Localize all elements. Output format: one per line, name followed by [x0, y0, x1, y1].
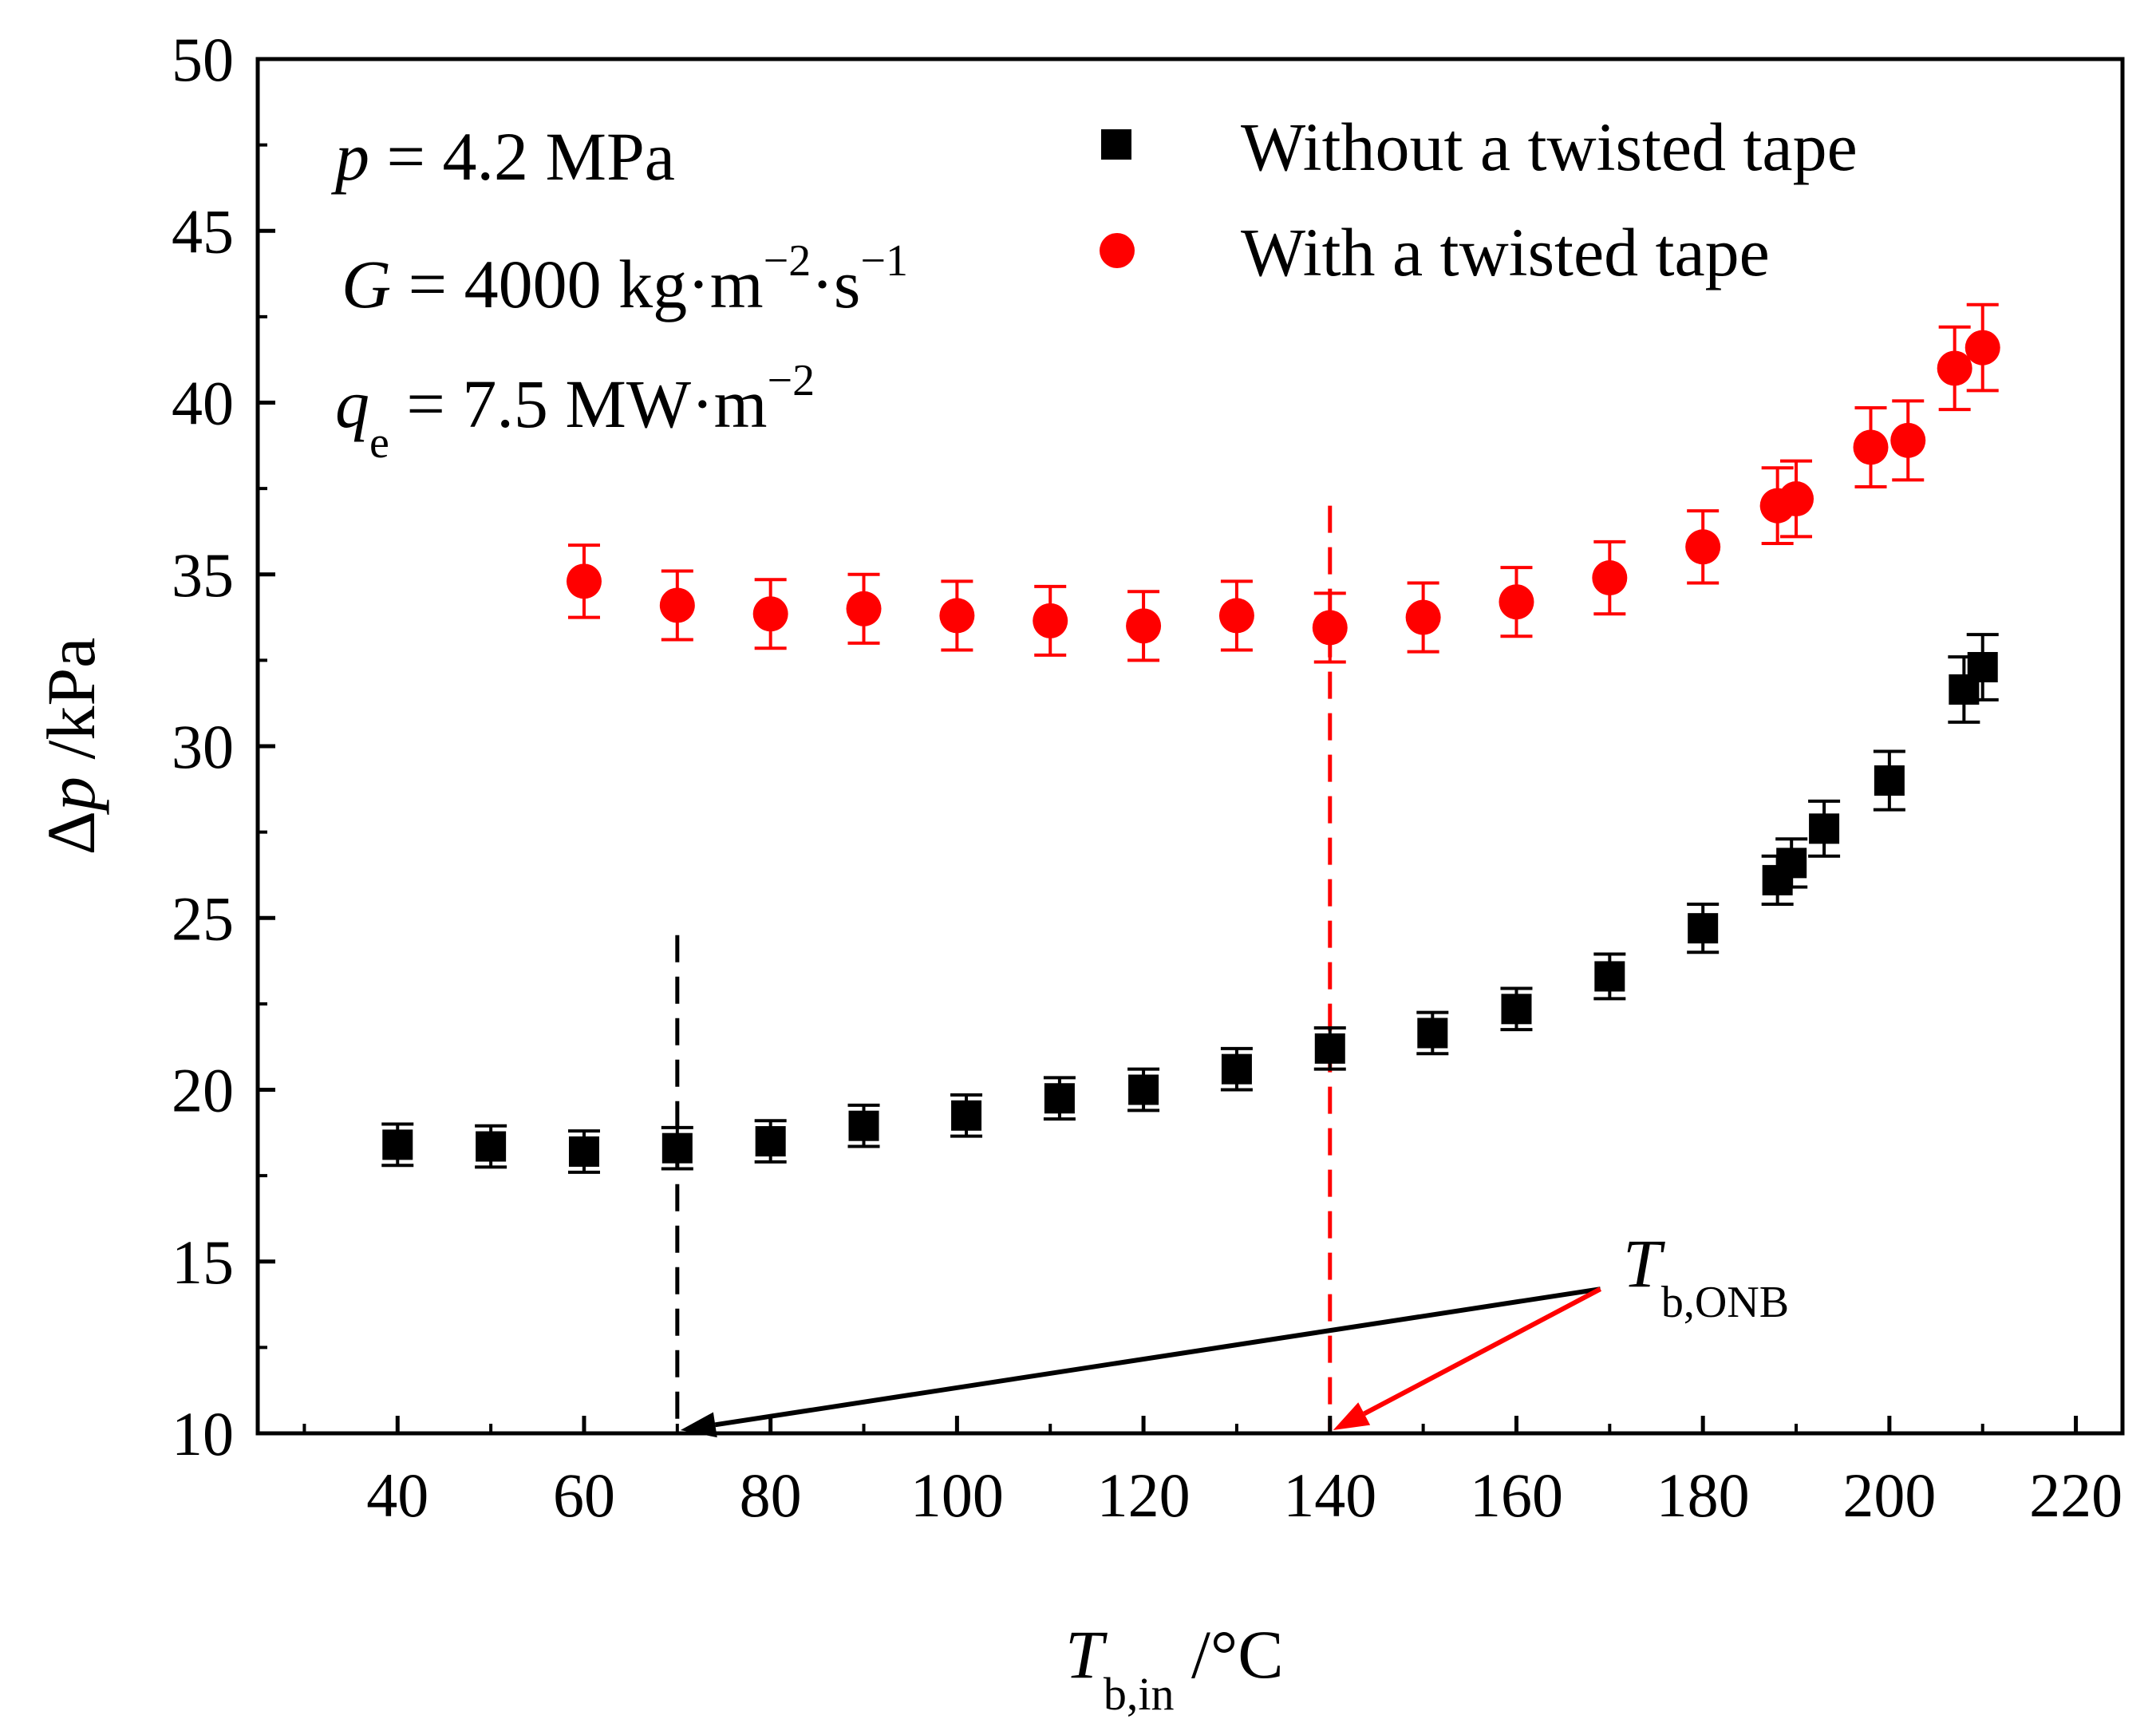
y-tick-label-25: 25: [172, 883, 234, 953]
legend-marker-square: [1101, 129, 1131, 160]
x-axis-title: Tb,in /°C: [1065, 1616, 1284, 1720]
data-point-without-18: [1874, 765, 1905, 796]
legend: Without a twisted tape With a twisted ta…: [1100, 109, 1858, 290]
legend-marker-circle: [1100, 233, 1135, 268]
data-point-without-0: [382, 1129, 413, 1160]
data-point-without-7: [1044, 1083, 1075, 1114]
data-point-without-16: [1776, 848, 1807, 879]
y-tick-label-50: 50: [172, 25, 234, 94]
data-point-without-17: [1809, 813, 1840, 844]
legend-label-without: Without a twisted tape: [1241, 109, 1858, 185]
x-tick-label-180: 180: [1656, 1460, 1750, 1530]
data-point-without-11: [1417, 1018, 1448, 1049]
data-point-with-9: [1405, 599, 1441, 635]
data-point-with-15: [1853, 429, 1889, 465]
data-point-without-6: [951, 1100, 982, 1131]
onb-arrow-with-shaft: [1363, 1286, 1602, 1417]
legend-label-with: With a twisted tape: [1241, 214, 1770, 290]
data-point-without-9: [1221, 1053, 1252, 1085]
data-point-with-0: [566, 563, 602, 599]
data-point-without-1: [476, 1131, 507, 1162]
y-tick-label-10: 10: [172, 1399, 234, 1468]
onb-guide-lines: [675, 505, 1602, 1438]
onb-arrow-without-shaft: [714, 1286, 1601, 1428]
onb-annotation-label: Tb,ONB: [1623, 1225, 1789, 1327]
data-point-without-20: [1967, 651, 1998, 682]
data-markers: [382, 330, 2000, 1167]
y-tick-label-20: 20: [172, 1056, 234, 1125]
data-point-with-11: [1592, 560, 1628, 596]
data-point-without-8: [1128, 1074, 1159, 1105]
data-point-without-12: [1501, 994, 1532, 1025]
heat-flux-condition: qe = 7.5 MW·m−2: [335, 356, 815, 468]
y-tick-label-15: 15: [172, 1227, 234, 1297]
y-tick-label-30: 30: [172, 712, 234, 781]
onb-arrow-with-head: [1333, 1402, 1371, 1430]
data-point-without-14: [1688, 913, 1719, 944]
x-tick-label-220: 220: [2029, 1460, 2122, 1530]
conditions-annotation: p = 4.2 MPa G = 4000 kg·m−2·s−1 qe = 7.5…: [330, 118, 908, 468]
tick-labels: 40 60 80 100 120 140 160 180 200 220 10 15 20 25 30 35 4…: [172, 25, 2122, 1530]
data-point-with-8: [1312, 610, 1348, 646]
data-point-with-7: [1218, 598, 1254, 634]
plot-frame: [255, 57, 2125, 1436]
x-tick-label-100: 100: [910, 1460, 1004, 1530]
data-point-with-2: [752, 596, 788, 632]
data-point-with-14: [1779, 481, 1814, 517]
x-tick-label-160: 160: [1470, 1460, 1563, 1530]
data-point-without-13: [1594, 961, 1625, 992]
x-tick-label-120: 120: [1097, 1460, 1191, 1530]
data-point-with-16: [1890, 422, 1926, 458]
onb-arrow-without-head: [680, 1412, 717, 1438]
mass-flux-condition: G = 4000 kg·m−2·s−1: [342, 236, 908, 322]
data-point-with-18: [1964, 330, 2000, 366]
data-point-without-10: [1314, 1033, 1345, 1064]
data-point-without-5: [848, 1110, 879, 1141]
x-tick-label-40: 40: [366, 1460, 428, 1530]
data-point-with-10: [1499, 584, 1534, 620]
x-tick-label-140: 140: [1283, 1460, 1376, 1530]
x-tick-label-60: 60: [553, 1460, 615, 1530]
data-point-with-4: [939, 598, 975, 634]
x-tick-label-200: 200: [1842, 1460, 1936, 1530]
data-point-without-3: [661, 1132, 693, 1164]
data-point-with-3: [846, 591, 882, 626]
y-tick-label-45: 45: [172, 196, 234, 266]
data-point-with-12: [1685, 529, 1721, 565]
y-tick-label-40: 40: [172, 369, 234, 438]
pressure-condition: p = 4.2 MPa: [330, 118, 675, 195]
data-point-with-5: [1033, 603, 1068, 638]
data-point-without-4: [755, 1126, 786, 1157]
data-point-with-6: [1126, 608, 1162, 644]
x-tick-label-80: 80: [740, 1460, 802, 1530]
y-tick-label-35: 35: [172, 540, 234, 610]
data-point-without-2: [568, 1136, 599, 1167]
data-point-with-17: [1937, 350, 1972, 386]
y-axis-title: Δp /kPa: [33, 638, 109, 856]
data-point-with-1: [659, 587, 695, 623]
